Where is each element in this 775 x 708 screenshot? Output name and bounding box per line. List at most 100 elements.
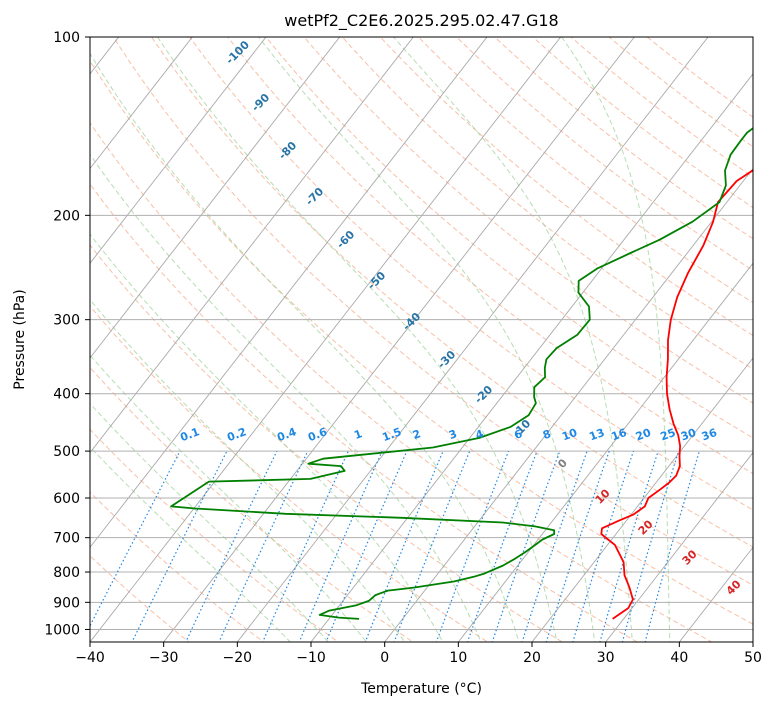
y-tick-label: 600 [53,491,80,507]
chart-title: wetPf2_C2E6.2025.295.02.47.G18 [284,11,558,31]
mixing-ratio-line [325,450,408,642]
isotherm-line [310,73,753,642]
x-tick-label: −20 [223,650,253,666]
y-tick-label: 100 [53,30,80,46]
mixing-ratio-label: 0.1 [178,425,201,444]
mixing-ratio-lines [90,450,700,642]
mixing-ratio-line [491,450,561,642]
mixing-ratio-line [599,450,659,642]
isotherm-line [384,167,753,642]
mixing-ratio-label: 1.5 [381,425,404,444]
mixing-ratio-label: 20 [634,426,653,444]
moist-adiabat-line [392,37,633,642]
isotherm-line [90,37,267,264]
mixing-ratio-label: 1 [352,427,364,442]
mixing-ratio-label: 36 [700,426,719,444]
y-tick-label: 700 [53,531,80,547]
mixing-ratio-label: 16 [610,426,629,444]
moist-adiabat-line [90,52,520,642]
x-tick-label: 0 [380,650,389,666]
x-tick-label: −40 [75,650,105,666]
moist-adiabat-line [90,446,291,642]
moist-adiabat-line [90,402,329,642]
y-tick-label: 400 [53,387,80,403]
dry-adiabat-line [90,121,713,642]
x-axis-label: Temperature (°C) [360,681,482,697]
dry-adiabat-line [189,37,753,511]
isotherm-line [531,357,753,642]
dry-adiabat-line [90,183,639,642]
dry-adiabat-line [90,366,414,642]
mixing-ratio-line [364,450,444,642]
mixing-ratio-label: 13 [588,426,607,443]
dry-adiabat-line [90,60,753,625]
mixing-ratio-line [298,450,383,642]
mixing-ratio-label: 8 [541,427,553,442]
dry-adiabat-line [341,37,753,370]
dry-adiabat-line [90,428,340,642]
x-tick-label: −10 [296,650,326,666]
x-tick-label: 40 [670,650,688,666]
dry-adiabat-line [227,37,753,475]
mixing-ratio-line [621,450,680,642]
mixing-ratio-label: 0.2 [225,425,248,444]
mixing-ratio-label: 2 [411,427,423,442]
mixing-ratio-label: 0.6 [306,425,329,444]
isotherm-line [90,37,193,170]
dry-adiabat-line [150,37,753,548]
mixing-ratio-line [185,450,278,642]
moist-adiabat-line [257,37,596,642]
y-tick-label: 300 [53,313,80,329]
isotherm-line [90,37,488,549]
x-tick-label: 30 [597,650,615,666]
isotherms [90,37,753,642]
dry-adiabat-line [494,37,753,240]
isotherm-line [236,37,709,642]
isotherm-line [163,37,635,642]
y-tick-label: 900 [53,595,80,611]
mixing-ratio-line [644,450,700,642]
isotherm-line [90,37,414,454]
mixing-ratio-line [521,450,588,642]
moist-adiabat-line [90,298,406,642]
mixing-ratio-label: 3 [447,427,459,442]
y-tick-label: 200 [53,208,80,224]
dry-adiabat-line [265,37,753,439]
y-tick-label: 1000 [44,622,80,638]
mixing-ratio-label: 25 [659,426,678,443]
mixing-ratio-label: 4 [474,427,486,442]
sounding-series [170,127,753,620]
temperature-profile-line [600,169,753,620]
x-tick-label: −30 [149,650,179,666]
moist-adiabat-line [157,37,558,642]
x-tick-label: 50 [744,650,762,666]
mixing-ratio-label: 10 [560,426,579,444]
isotherm-line [90,37,341,359]
mixing-ratio-label: 30 [679,426,698,444]
axes: −40 −30 −20 −10 0 10 20 30 40 5010020030040050060… [44,30,762,666]
moist-adiabat-line [90,233,444,642]
dry-adiabat-line [379,37,753,337]
dry-adiabat-line [608,37,753,148]
dry-adiabat-line [90,244,564,642]
moist-adiabat-line [561,37,671,642]
x-tick-label: 10 [449,650,467,666]
moist-adiabats [90,37,671,642]
y-tick-label: 800 [53,565,80,581]
isotherm-line [90,37,562,642]
moist-adiabat-line [90,153,482,642]
isotherm-line [678,546,753,642]
y-tick-label: 500 [53,444,80,460]
plot-area [90,37,753,642]
y-axis-label: Pressure (hPa) [12,289,28,389]
dry-adiabats [90,37,753,642]
mixing-ratio-label: 0.4 [275,425,298,444]
dry-adiabat-line [570,37,753,178]
dry-adiabat-line [90,305,489,642]
plot-frame [89,36,754,643]
isotherm-line [605,451,753,642]
mixing-ratio-label: 6 [513,427,525,442]
dewpoint-profile-line [170,127,753,620]
x-tick-label: 20 [523,650,541,666]
